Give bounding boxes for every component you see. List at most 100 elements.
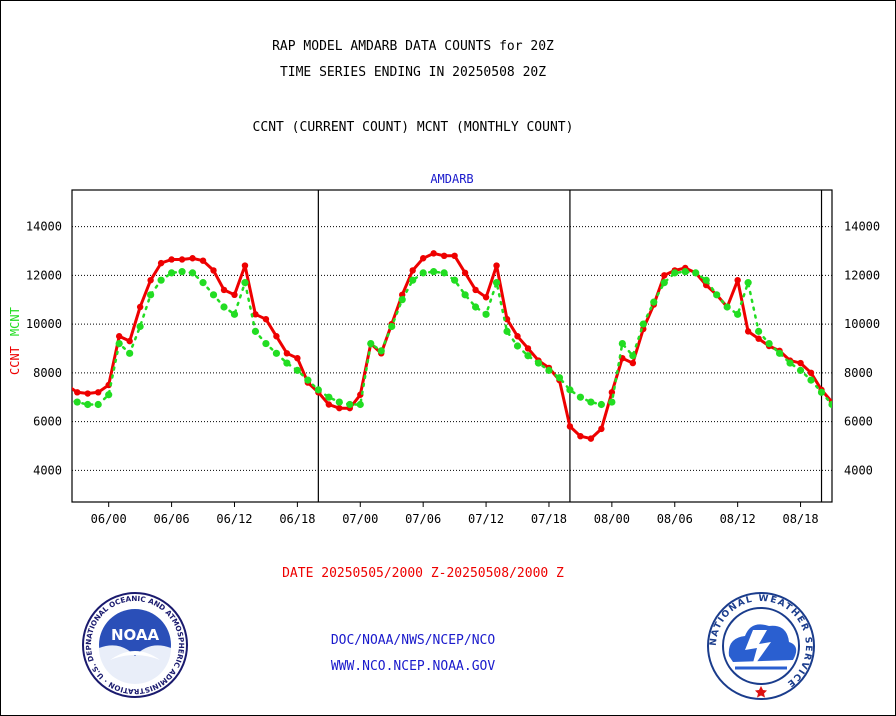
mcnt-point: [765, 339, 773, 348]
mcnt-point: [230, 310, 239, 318]
ccnt-point: [734, 276, 741, 284]
mcnt-point: [524, 352, 532, 360]
mcnt-point: [220, 303, 228, 311]
mcnt-point: [409, 276, 417, 284]
nco-web-link[interactable]: WWW.NCO.NCEP.NOAA.GOV: [330, 659, 496, 674]
mcnt-point: [419, 269, 427, 277]
mcnt-point: [451, 276, 459, 284]
ccnt-point: [157, 259, 165, 267]
ccnt-point: [797, 359, 804, 367]
mcnt-point: [430, 268, 438, 276]
mcnt-point: [660, 279, 668, 287]
mcnt-point: [618, 339, 626, 348]
mcnt-point: [534, 359, 543, 367]
y-tick-label-left: 10000: [26, 317, 62, 331]
mcnt-point: [503, 327, 511, 335]
mcnt-point: [178, 268, 186, 276]
mcnt-point: [807, 376, 815, 384]
date-range-label: DATE 20250505/2000 Z-20250508/2000 Z: [282, 566, 564, 581]
ccnt-point: [566, 423, 574, 430]
mcnt-point: [73, 398, 81, 406]
ccnt-point: [514, 333, 521, 340]
ccnt-point: [419, 255, 427, 262]
mcnt-point: [566, 386, 574, 394]
mcnt-point: [147, 291, 155, 299]
y-tick-label-left: 14000: [26, 220, 62, 234]
line-chart: 4000 4000 6000 6000 8000 8000 10000 10000 12000 1…: [8, 172, 880, 526]
ccnt-point: [755, 335, 762, 342]
mcnt-point: [576, 393, 585, 401]
series-line-ccnt: [72, 251, 832, 441]
x-tick-label: 06/12: [216, 512, 252, 526]
mcnt-point: [188, 269, 197, 277]
mcnt-point: [796, 366, 805, 374]
ccnt-point: [409, 267, 416, 274]
ccnt-point: [231, 291, 238, 299]
ccnt-point: [336, 404, 343, 412]
ccnt-point: [325, 401, 333, 408]
x-tick-label: 07/18: [531, 512, 567, 526]
mcnt-point: [513, 342, 522, 350]
ccnt-point: [210, 267, 217, 274]
mcnt-point: [681, 268, 689, 276]
ccnt-point: [115, 333, 123, 340]
mcnt-point: [157, 276, 165, 284]
mcnt-point: [828, 400, 832, 409]
y-tick-label-left: 12000: [26, 268, 62, 282]
ccnt-point: [64, 382, 70, 388]
mcnt-point: [346, 400, 354, 409]
ccnt-point: [661, 272, 668, 279]
ccnt-point: [273, 333, 280, 340]
chart-title-line3: CCNT (CURRENT COUNT) MCNT (MONTHLY COUNT…: [252, 120, 574, 135]
mcnt-point: [377, 347, 385, 355]
x-tick-label: 08/06: [657, 512, 693, 526]
x-tick-label: 08/12: [720, 512, 756, 526]
ccnt-point: [744, 328, 752, 335]
mcnt-point: [398, 296, 406, 304]
mcnt-point: [105, 391, 113, 399]
mcnt-point: [84, 400, 92, 409]
x-tick-label: 07/12: [468, 512, 504, 526]
nco-doc-link[interactable]: DOC/NOAA/NWS/NCEP/NCO: [330, 633, 496, 648]
y-tick-label-right: 4000: [844, 463, 873, 477]
y-label-mcnt: MCNT: [8, 307, 22, 336]
ccnt-point: [587, 435, 595, 442]
ccnt-point: [577, 432, 584, 440]
ccnt-point: [252, 311, 259, 318]
ccnt-point: [136, 303, 144, 311]
ccnt-point: [482, 294, 490, 301]
mcnt-point: [94, 400, 102, 409]
y-tick-label-right: 12000: [844, 268, 880, 282]
y-tick-label-right: 10000: [844, 317, 880, 331]
mcnt-point: [817, 388, 826, 396]
mcnt-point: [388, 322, 396, 331]
mcnt-point: [597, 400, 605, 409]
mcnt-point: [304, 376, 312, 384]
ccnt-point: [440, 252, 448, 260]
ccnt-point: [283, 350, 291, 357]
noaa-logo: NATIONAL OCEANIC AND ATMOSPHERIC ADMINIS…: [80, 590, 188, 698]
y-tick-label-right: 14000: [844, 220, 880, 234]
mcnt-point: [461, 291, 469, 299]
y-tick-label-left: 4000: [33, 463, 62, 477]
mcnt-point: [734, 310, 742, 318]
y-tick-label-left: 6000: [33, 415, 62, 429]
x-tick-label: 07/06: [405, 512, 441, 526]
mcnt-point: [639, 320, 647, 328]
mcnt-point: [555, 374, 564, 382]
ccnt-point: [524, 345, 532, 352]
ccnt-point: [461, 269, 469, 277]
mcnt-point: [650, 298, 658, 306]
chart-title-line1: RAP MODEL AMDARB DATA COUNTS for 20Z: [272, 39, 554, 54]
mcnt-point: [293, 366, 301, 374]
y-label-ccnt: CCNT: [8, 346, 22, 375]
mcnt-point: [482, 310, 490, 318]
mcnt-point: [755, 327, 763, 335]
x-tick-label: 06/06: [154, 512, 190, 526]
plot-group: [64, 250, 832, 442]
mcnt-point: [283, 359, 291, 367]
mcnt-point: [608, 398, 616, 406]
mcnt-point: [440, 269, 448, 277]
ccnt-point: [220, 286, 228, 294]
mcnt-point: [587, 398, 595, 406]
